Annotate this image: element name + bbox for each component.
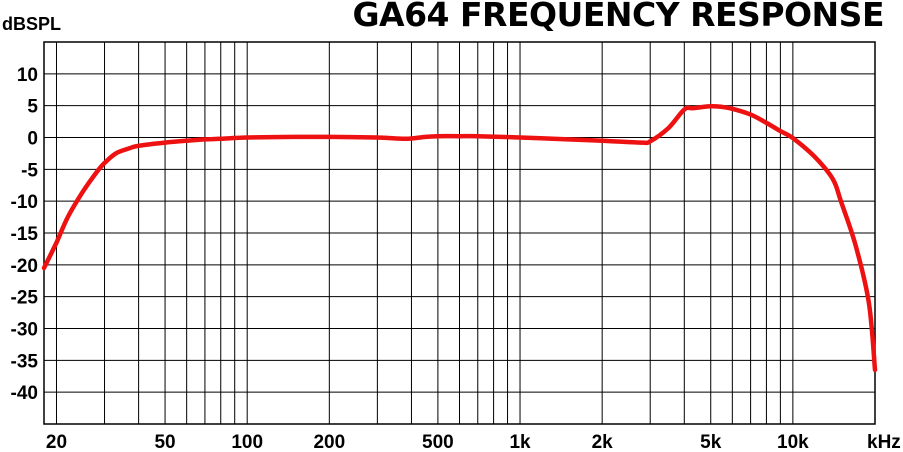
y-axis-label: dBSPL xyxy=(2,14,61,34)
y-tick-label: -5 xyxy=(21,160,38,181)
x-tick-label: 100 xyxy=(231,432,263,452)
y-tick-label: 5 xyxy=(27,97,38,118)
x-tick-label: 500 xyxy=(422,432,454,452)
y-tick-label: -40 xyxy=(11,383,38,404)
chart-grid xyxy=(44,42,876,424)
x-tick-label: 200 xyxy=(313,432,345,452)
x-tick-label: 2k xyxy=(592,432,614,452)
y-tick-label: -30 xyxy=(11,320,38,341)
x-tick-labels: 20 50 100 200 500 1k 2k 5k 10k xyxy=(46,432,809,452)
y-tick-label: -20 xyxy=(11,256,38,277)
y-tick-labels: 10 5 0 -5 -10 -15 -20 -25 -30 -35 -40 xyxy=(11,65,39,404)
x-tick-label: 5k xyxy=(700,432,722,452)
y-tick-label: -25 xyxy=(11,288,39,309)
x-unit-label: kHz xyxy=(867,432,901,452)
y-tick-label: -15 xyxy=(11,224,39,245)
x-tick-label: 20 xyxy=(46,432,67,452)
x-tick-label: 10k xyxy=(777,432,809,452)
x-tick-label: 50 xyxy=(154,432,175,452)
y-tick-label: -35 xyxy=(11,351,39,372)
response-curve xyxy=(41,104,878,373)
x-tick-label: 1k xyxy=(509,432,531,452)
plot-frame xyxy=(43,41,876,425)
chart-title: GA64 FREQUENCY RESPONSE xyxy=(352,0,884,34)
y-tick-label: 10 xyxy=(17,65,38,86)
y-tick-label: 0 xyxy=(27,129,38,150)
y-tick-label: -10 xyxy=(11,192,38,213)
